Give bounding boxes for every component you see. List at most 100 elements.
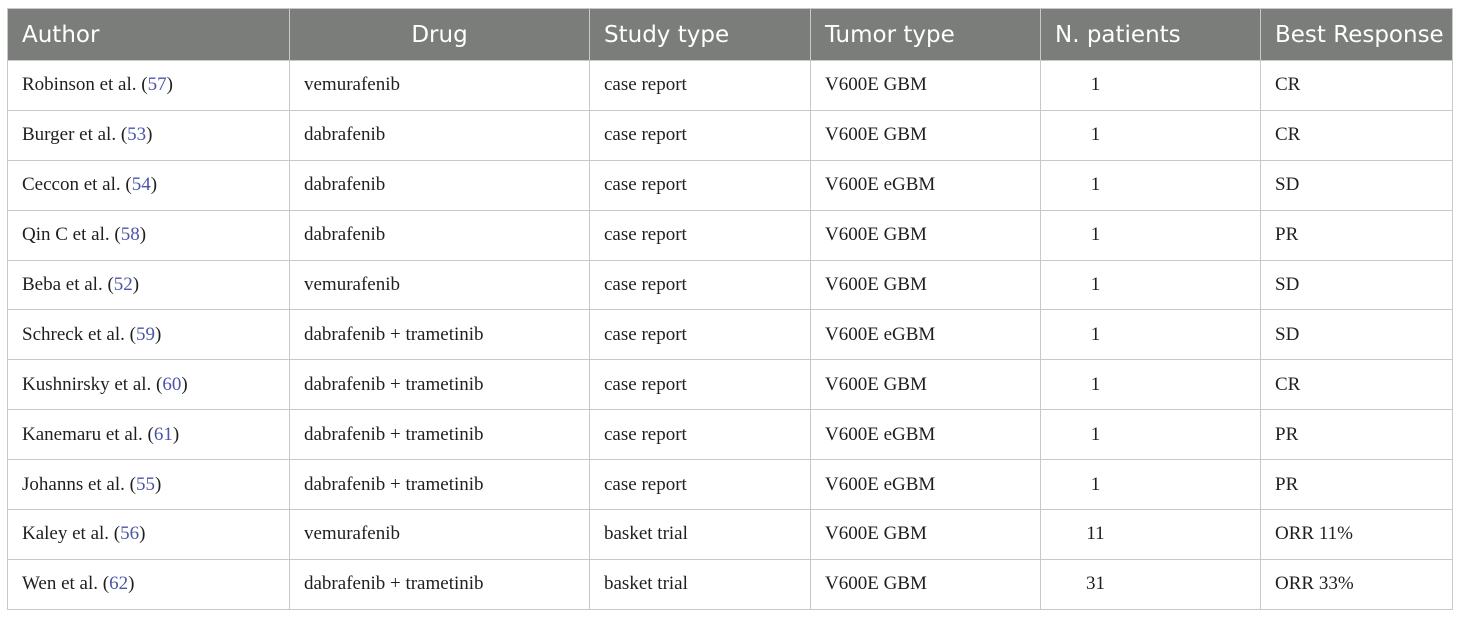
header-row: Author Drug Study type Tumor type N. pat… [7,8,1453,61]
cell-best-response: CR [1260,109,1453,161]
author-close-paren: ) [128,573,135,595]
column-header-author: Author [7,8,290,61]
cell-drug: dabrafenib + trametinib [289,359,590,411]
cell-n-patients: 1 [1040,60,1261,111]
cell-n-patients: 1 [1040,159,1261,211]
cell-study-type: case report [589,359,811,411]
cell-tumor-type: V600E GBM [810,359,1041,411]
reference-link[interactable]: 54 [131,174,151,196]
cell-best-response: SD [1260,159,1453,211]
cell-tumor-type: V600E eGBM [810,159,1041,211]
author-name: Kaley et al. ( [22,523,121,545]
column-header-drug: Drug [289,8,590,61]
cell-tumor-type: V600E eGBM [810,309,1041,361]
cell-author: Kanemaru et al. (61) [7,409,290,461]
author-close-paren: ) [139,523,146,545]
cell-drug: dabrafenib [289,109,590,161]
cell-drug: dabrafenib [289,209,590,261]
cell-author: Robinson et al. (57) [7,60,290,111]
table-row: Qin C et al. (58) dabrafenib case report V6… [7,209,1453,261]
table-row: Johanns et al. (55) dabrafenib + trametin… [7,459,1453,511]
cell-study-type: case report [589,109,811,161]
author-close-paren: ) [172,423,180,445]
cell-drug: vemurafenib [289,509,590,560]
author-close-paren: ) [154,473,162,495]
cell-study-type: case report [589,159,811,211]
author-close-paren: ) [154,323,162,345]
table-row: Schreck et al. (59) dabrafenib + trametin… [7,309,1453,361]
table-row: Wen et al. (62) dabrafenib + trametinib ba… [7,558,1453,610]
author-name: Robinson et al. ( [22,74,148,96]
table-row: Kaley et al. (56) vemurafenib basket trial… [7,509,1453,560]
cell-tumor-type: V600E GBM [810,109,1041,161]
cell-drug: dabrafenib + trametinib [289,409,590,461]
cell-study-type: case report [589,309,811,361]
reference-link[interactable]: 58 [120,224,140,246]
cell-study-type: case report [589,209,811,261]
cell-n-patients: 1 [1040,409,1261,461]
cell-tumor-type: V600E eGBM [810,409,1041,461]
table-row: Ceccon et al. (54) dabrafenib case report V… [7,159,1453,211]
cell-best-response: CR [1260,60,1453,111]
cell-study-type: case report [589,60,811,111]
cell-tumor-type: V600E GBM [810,209,1041,261]
author-name: Kushnirsky et al. ( [22,373,163,395]
author-close-paren: ) [132,274,140,295]
cell-n-patients: 1 [1040,309,1261,361]
column-header-tumor-type: Tumor type [810,8,1041,61]
cell-tumor-type: V600E GBM [810,509,1041,560]
reference-link[interactable]: 52 [113,274,133,295]
author-name: Ceccon et al. ( [22,174,132,196]
author-name: Beba et al. ( [22,274,114,295]
author-close-paren: ) [181,373,188,395]
reference-link[interactable]: 53 [127,124,147,146]
author-name: Wen et al. ( [22,573,110,595]
cell-drug: vemurafenib [289,259,590,311]
cell-best-response: ORR 33% [1260,558,1453,610]
column-header-study-type: Study type [589,8,811,61]
author-close-paren: ) [150,174,158,196]
reference-link[interactable]: 59 [135,323,155,345]
column-header-n-patients: N. patients [1040,8,1261,61]
cell-author: Wen et al. (62) [7,558,290,610]
cell-tumor-type: V600E GBM [810,60,1041,111]
cell-author: Ceccon et al. (54) [7,159,290,211]
author-close-paren: ) [139,224,147,246]
cell-study-type: basket trial [589,558,811,610]
cell-study-type: case report [589,459,811,511]
cell-study-type: case report [589,409,811,461]
cell-n-patients: 1 [1040,459,1261,511]
data-table: Author Drug Study type Tumor type N. pat… [7,8,1453,610]
cell-n-patients: 11 [1040,509,1261,560]
cell-n-patients: 1 [1040,109,1261,161]
table-row: Robinson et al. (57) vemurafenib case repo… [7,60,1453,111]
table-row: Kushnirsky et al. (60) dabrafenib + trame… [7,359,1453,411]
cell-study-type: case report [589,259,811,311]
reference-link[interactable]: 61 [153,423,173,445]
cell-drug: dabrafenib + trametinib [289,558,590,610]
cell-best-response: ORR 11% [1260,509,1453,560]
cell-study-type: basket trial [589,509,811,560]
reference-link[interactable]: 57 [147,74,167,96]
reference-link[interactable]: 62 [109,573,129,595]
author-close-paren: ) [146,124,153,146]
author-name: Schreck et al. ( [22,323,136,345]
cell-author: Johanns et al. (55) [7,459,290,511]
cell-drug: vemurafenib [289,60,590,111]
table-row: Kanemaru et al. (61) dabrafenib + trameti… [7,409,1453,461]
cell-n-patients: 31 [1040,558,1261,610]
table-row: Beba et al. (52) vemurafenib case report V6… [7,259,1453,311]
cell-author: Burger et al. (53) [7,109,290,161]
cell-best-response: PR [1260,409,1453,461]
reference-link[interactable]: 56 [120,523,140,545]
cell-best-response: CR [1260,359,1453,411]
cell-n-patients: 1 [1040,209,1261,261]
author-close-paren: ) [166,74,173,96]
column-header-best-response: Best Response [1260,8,1453,61]
cell-author: Beba et al. (52) [7,259,290,311]
reference-link[interactable]: 60 [162,373,182,395]
cell-best-response: PR [1260,459,1453,511]
table-row: Burger et al. (53) dabrafenib case report V… [7,109,1453,161]
cell-author: Qin C et al. (58) [7,209,290,261]
reference-link[interactable]: 55 [135,473,155,495]
